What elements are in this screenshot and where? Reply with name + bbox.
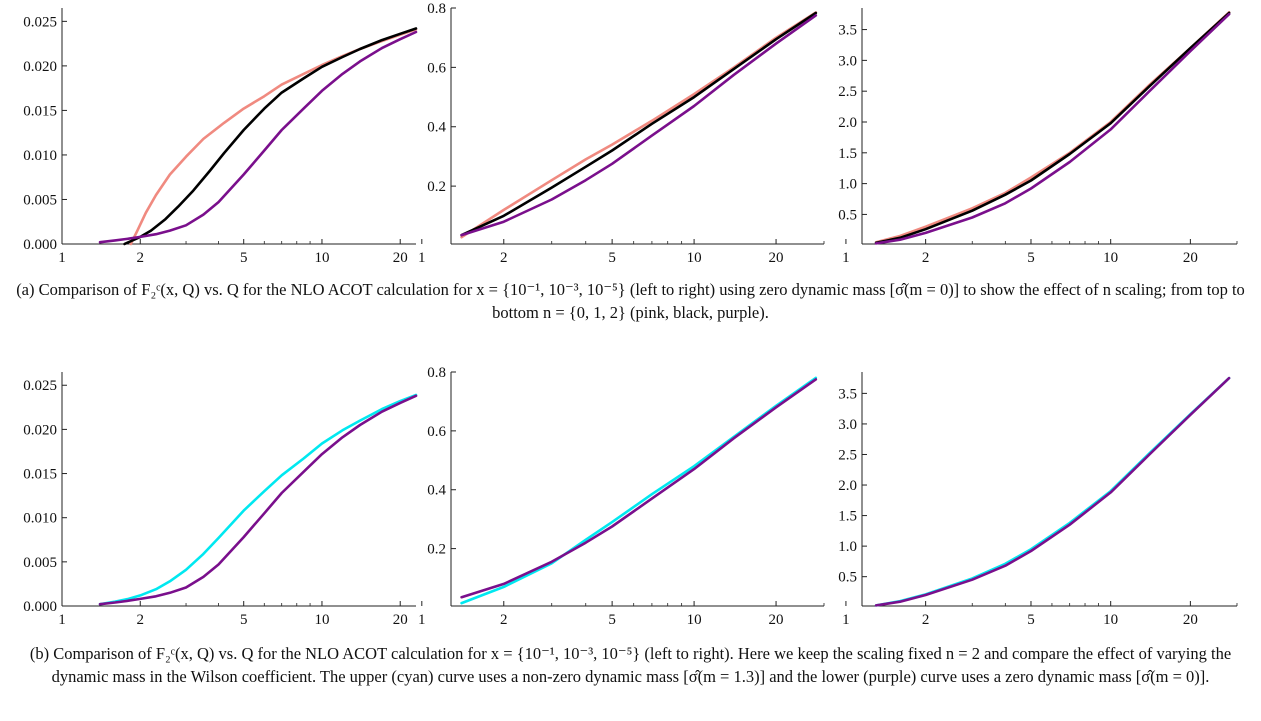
y-tick-label: 0.5 [838,207,857,223]
y-tick-label: 0.005 [23,555,57,571]
chart-panel-a-middle: 1 2 5 10 20 0.2 0.4 0.6 0.8 [418,1,825,266]
y-tick-label: 2.5 [838,84,857,100]
x-tick-label: 5 [1027,250,1035,266]
y-tick-label: 3.5 [838,23,857,39]
x-tick-label: 2 [922,250,930,266]
x-tick-label: 10 [1103,250,1118,266]
x-tick-label: 10 [314,612,329,628]
x-tick-label: 2 [500,612,508,628]
series-line-purple [874,12,1231,245]
y-tick-label: 0.015 [23,467,57,483]
series-line-cyan [874,376,1231,607]
x-tick-label: 20 [769,612,784,628]
y-tick-label: 0.020 [23,59,57,75]
x-tick-label: 5 [608,612,616,628]
y-tick-label: 0.020 [23,422,57,438]
series-line-purple [460,378,818,599]
x-tick-label: 20 [393,612,408,628]
caption-a: (a) Comparison of F₂ᶜ(x, Q) vs. Q for th… [16,280,1245,322]
chart-panel-b-left: 1 2 5 10 20 0.000 0.005 0.010 0.015 0.020 0.025 [23,372,418,628]
y-tick-label: 2.5 [838,447,857,463]
y-tick-label: 0.8 [427,1,446,17]
x-tick-label: 1 [418,612,426,628]
y-tick-label: 1.5 [838,146,857,162]
series-line-black [874,11,1231,245]
y-tick-label: 2.0 [838,115,857,131]
x-tick-label: 20 [769,250,784,266]
chart-panel-a-right: 1 2 5 10 20 0.5 1.0 1.5 2.0 2.5 3.0 3.5 [838,8,1238,266]
series-line-purple [460,14,818,237]
plots-canvas: 1 2 5 10 20 0.000 0.005 0.010 0.015 0.020 0.025 1 2 5… [23,1,1238,628]
y-tick-label: 3.0 [838,53,857,69]
y-tick-label: 2.0 [838,478,857,494]
x-tick-label: 5 [608,250,616,266]
y-tick-label: 0.4 [427,483,446,499]
series-line-purple [98,394,418,606]
x-tick-label: 20 [1183,612,1198,628]
caption-b: (b) Comparison of F₂ᶜ(x, Q) vs. Q for th… [29,644,1232,686]
x-tick-label: 5 [240,250,248,266]
x-tick-label: 5 [240,612,248,628]
x-tick-label: 1 [58,250,66,266]
y-tick-label: 1.0 [838,539,857,555]
y-tick-label: 0.6 [427,424,446,440]
x-tick-label: 10 [687,612,702,628]
x-tick-label: 1 [418,250,426,266]
y-tick-label: 0.025 [23,14,57,30]
y-tick-label: 0.025 [23,378,57,394]
series-line-cyan [98,393,418,606]
chart-panel-b-middle: 1 2 5 10 20 0.2 0.4 0.6 0.8 [418,365,825,628]
chart-panel-a-left: 1 2 5 10 20 0.000 0.005 0.010 0.015 0.020 0.025 [23,8,418,266]
x-tick-label: 5 [1027,612,1035,628]
series-line-pink [460,11,818,239]
y-tick-label: 0.015 [23,103,57,119]
y-tick-label: 0.000 [23,237,57,253]
y-tick-label: 0.005 [23,192,57,208]
x-tick-label: 20 [393,250,408,266]
y-tick-label: 3.0 [838,417,857,433]
y-tick-label: 3.5 [838,386,857,402]
x-tick-label: 2 [137,612,145,628]
y-tick-label: 0.5 [838,570,857,586]
series-line-black [460,11,818,237]
y-tick-label: 1.0 [838,177,857,193]
x-tick-label: 1 [842,250,850,266]
series-line-cyan [460,376,818,605]
x-tick-label: 2 [137,250,145,266]
y-tick-label: 1.5 [838,509,857,525]
series-line-pink [874,11,1231,244]
y-tick-label: 0.4 [427,120,446,136]
x-tick-label: 2 [922,612,930,628]
series-line-purple [98,30,418,244]
x-tick-label: 20 [1183,250,1198,266]
y-tick-label: 0.2 [427,179,446,195]
x-tick-label: 2 [500,250,508,266]
chart-panel-b-right: 1 2 5 10 20 0.5 1.0 1.5 2.0 2.5 3.0 3.5 [838,372,1238,628]
y-tick-label: 0.8 [427,365,446,381]
x-tick-label: 1 [58,612,66,628]
y-tick-label: 0.2 [427,542,446,558]
series-line-black [123,27,418,246]
y-tick-label: 0.010 [23,148,57,164]
x-tick-label: 10 [687,250,702,266]
y-tick-label: 0.010 [23,511,57,527]
x-tick-label: 10 [1103,612,1118,628]
y-tick-label: 0.000 [23,599,57,615]
y-tick-label: 0.6 [427,60,446,76]
x-tick-label: 10 [314,250,329,266]
x-tick-label: 1 [842,612,850,628]
series-line-purple [874,376,1231,607]
